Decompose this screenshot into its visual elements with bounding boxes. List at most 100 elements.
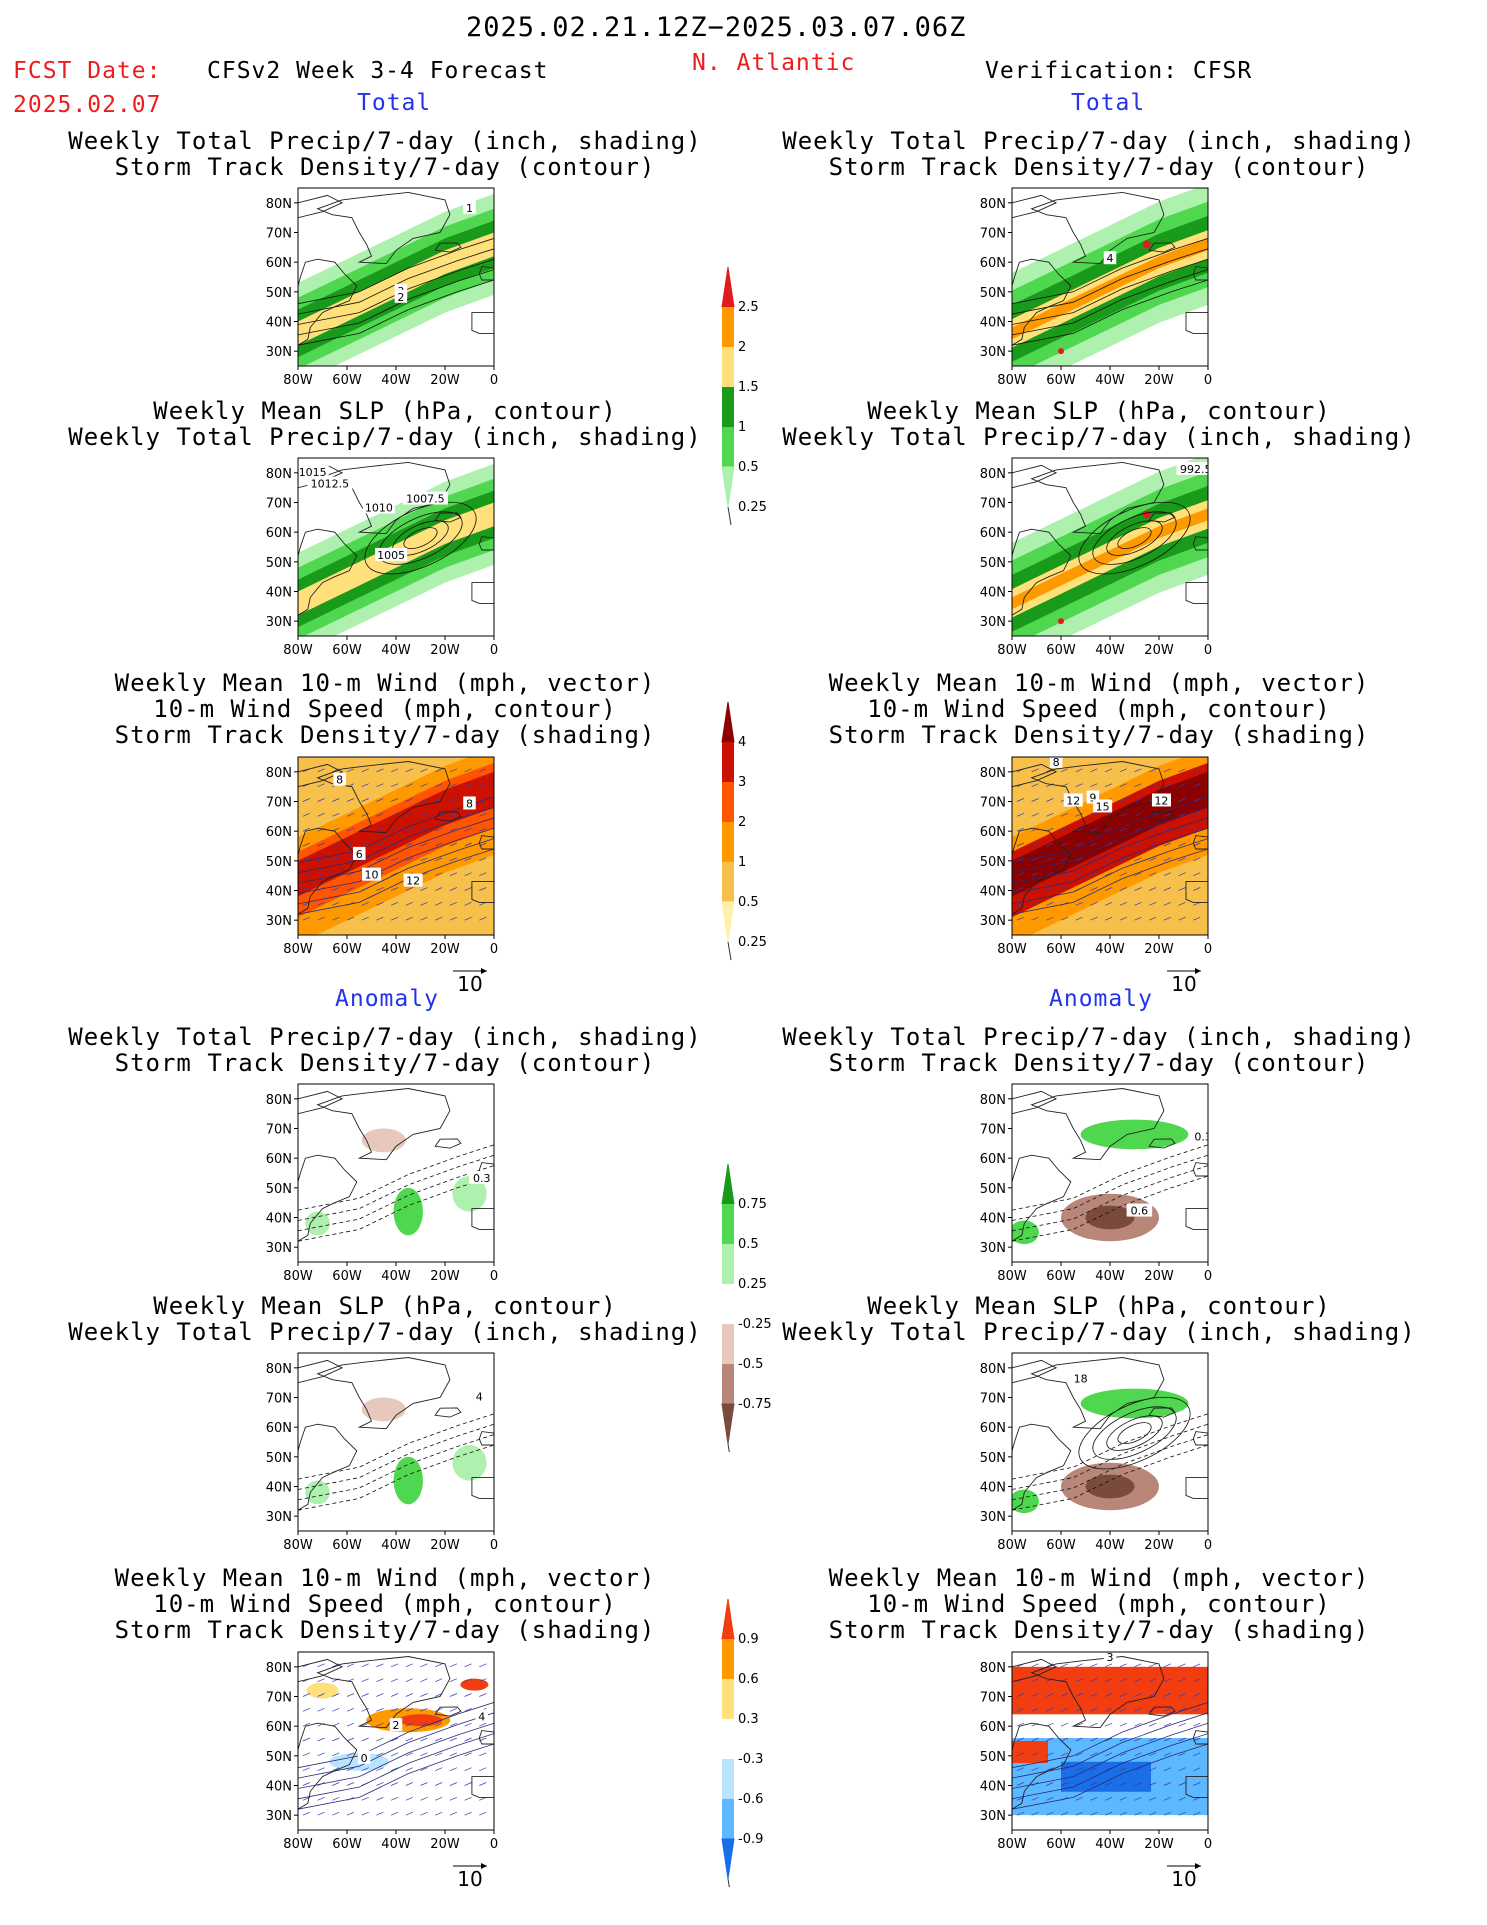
wind-vector [390,1708,399,1712]
wind-vector [1104,1782,1113,1786]
wind-vector [346,887,355,891]
contour-line [298,807,494,874]
isobar [1117,1422,1152,1445]
cbar-track-anomaly-segment [722,1719,734,1759]
anomaly-shade [1012,1489,1039,1514]
contour-line [298,269,494,336]
wind-vector [302,1737,311,1742]
wind-vector [317,1663,325,1668]
map-p10: 18 80N 70N 60N 50N 40N 30N 80W 60W 40W 20W 0 [980,1352,1212,1553]
wind-vector [1163,768,1172,773]
wind-vector [1016,887,1025,891]
wind-vector [435,827,443,832]
contour-label-box [353,846,366,860]
cbar-track-anomaly-segment [721,1598,735,1640]
precip-max [1058,618,1064,625]
isobar [1117,527,1152,550]
coastline [478,1431,494,1446]
x-tick-label: 0 [1204,942,1212,957]
wind-vector [1046,813,1054,817]
x-tick-label: 20W [430,373,460,388]
wind-vector [435,1767,443,1771]
x-tick-label: 60W [332,942,362,957]
wind-vector [317,798,325,802]
wind-vector [449,1722,458,1727]
coastline [434,242,462,253]
x-tick-label: 60W [1046,942,1076,957]
wind-vector [1193,768,1201,773]
y-tick-label: 70N [980,796,1006,811]
wind-vector [1119,842,1127,847]
wind-vector [1163,1752,1172,1757]
wind-vector [376,1767,384,1771]
wind-vector [1104,1752,1113,1757]
cbar-precip-total-segment [722,387,734,427]
wind-vector [346,1708,355,1712]
contour-label: 9 [1089,792,1096,805]
y-tick-label: 40N [980,1481,1006,1496]
wind-vector [1193,1663,1201,1668]
contour-label: 8 [466,797,473,810]
wind-vector [449,813,458,817]
wind-vector [376,916,384,921]
wind-vector [346,1752,355,1757]
x-tick-label: 0 [490,1269,498,1284]
contour-line [1012,796,1208,863]
y-tick-label: 30N [980,1809,1006,1824]
wind-vector [1119,813,1127,817]
cbar-track-anomaly-segment [722,1639,734,1679]
wind-vector [346,1767,355,1771]
wind-vector [1016,872,1025,876]
coastline [298,1359,344,1384]
wind-vector [1178,783,1186,787]
anomaly-shade [305,1211,330,1236]
wind-vector [346,813,355,817]
y-tick-label: 70N [266,1392,292,1407]
y-tick-label: 80N [980,1362,1006,1377]
wind-vector [1193,1722,1201,1727]
wind-vector [464,1767,472,1771]
vector-ref-arrowhead [481,1863,487,1869]
x-tick-label: 80W [283,942,313,957]
wind-vector [1104,1678,1113,1682]
x-tick-label: 40W [1095,1837,1125,1852]
wind-vector [1163,1811,1172,1816]
wind-vector [361,1737,369,1742]
wind-vector [449,1797,458,1801]
wind-vector [1090,872,1098,876]
title-p12: Weekly Mean 10-m Wind (mph, vector) 10-m … [828,1564,1370,1644]
wind-vector [1031,902,1039,906]
wind-vector [346,842,355,847]
contour-label-box [1176,461,1208,475]
wind-vector [390,1693,399,1697]
wind-vector [302,1708,311,1712]
cbar-track-total-label: 1 [738,855,746,870]
wind-vector [332,798,340,802]
wind-vector [1178,827,1186,832]
wind-vector [1031,1708,1039,1712]
title-p9: Weekly Mean SLP (hPa, contour) Weekly Tot… [68,1292,702,1346]
wind-vector [420,887,428,891]
coastline [298,1090,344,1115]
wind-vector [1104,813,1113,817]
wind-vector [1134,916,1142,921]
x-tick-label: 80W [283,1538,313,1553]
wind-vector [1134,768,1142,773]
contour-label: 2 [397,291,404,304]
wind-vector [346,872,355,876]
contour-label-box [1049,757,1063,768]
y-tick-label: 60N [980,256,1006,271]
wind-vector [1134,902,1142,906]
wind-vector [302,872,311,876]
x-tick-label: 20W [1144,643,1174,658]
wind-vector [332,1708,340,1712]
contour-line [1012,817,1208,884]
y-tick-label: 70N [266,497,292,512]
x-tick-label: 60W [1046,1837,1076,1852]
wind-vector [1163,1708,1172,1712]
wind-vector [405,1722,413,1727]
x-tick-label: 80W [997,1269,1027,1284]
contour-label: 1 [466,202,473,215]
wind-vector [317,783,325,787]
cbar-precip-total-segment [721,466,735,508]
